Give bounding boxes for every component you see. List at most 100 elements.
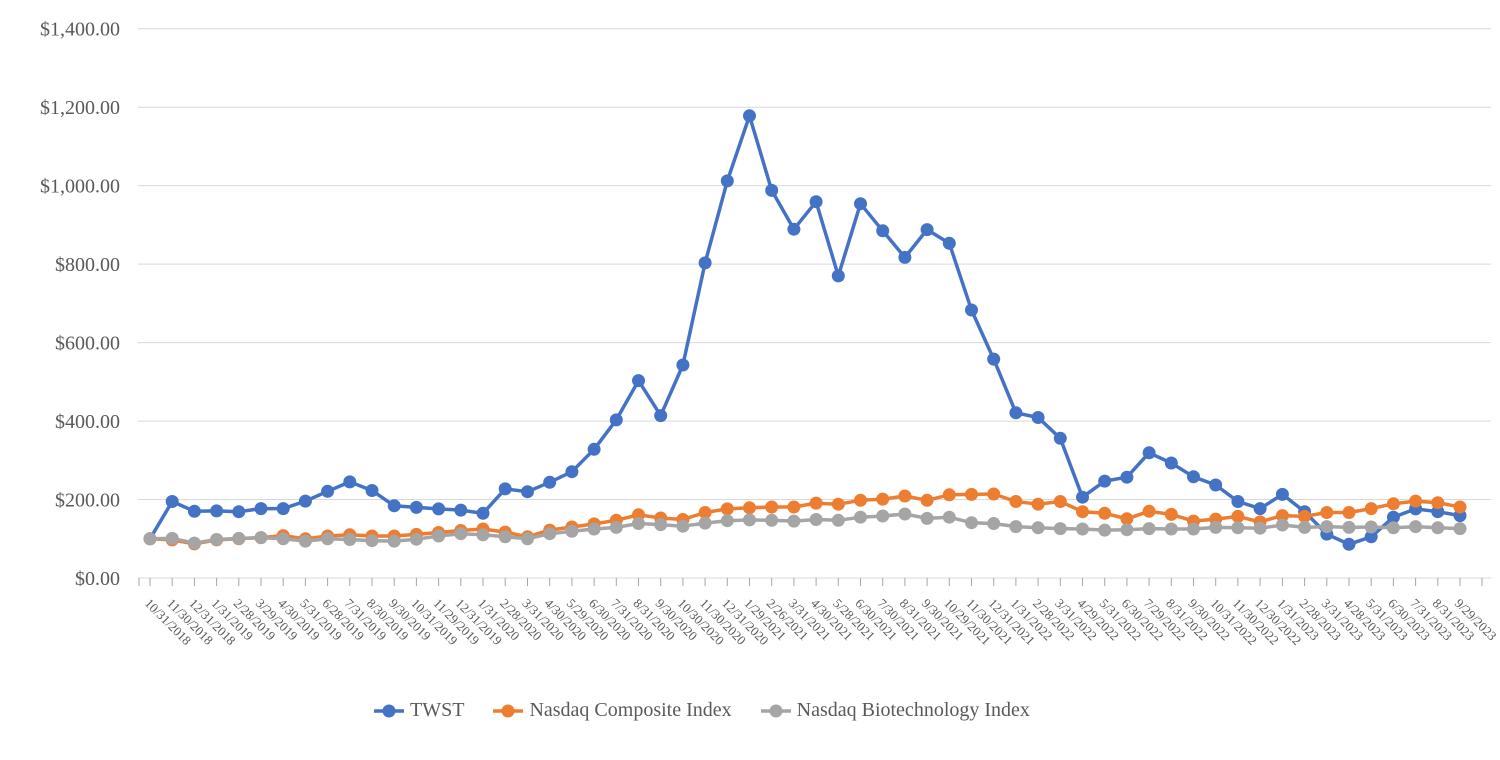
data-point-marker — [543, 527, 557, 541]
data-point-marker — [476, 506, 490, 520]
data-point-marker — [1253, 502, 1267, 516]
data-point-marker — [1320, 520, 1334, 534]
legend-item-twst: TWST — [373, 699, 464, 722]
data-point-marker — [1009, 520, 1023, 534]
data-point-marker — [521, 485, 534, 499]
data-point-marker — [187, 536, 201, 550]
data-point-marker — [632, 374, 645, 388]
data-point-marker — [565, 524, 579, 538]
x-axis-labels: 10/31/201811/30/201812/31/20181/31/20192… — [142, 596, 1500, 648]
y-axis-label: $1,400.00 — [40, 19, 120, 41]
data-point-marker — [854, 510, 867, 524]
data-point-marker — [743, 109, 756, 123]
data-point-marker — [809, 195, 823, 209]
data-point-marker — [210, 504, 224, 518]
legend-label-nasdaq-biotech: Nasdaq Biotechnology Index — [796, 699, 1030, 721]
twst-line-marker-icon — [374, 704, 404, 717]
data-point-marker — [1342, 506, 1356, 519]
y-axis-label: $400.00 — [55, 411, 120, 433]
data-point-marker — [321, 484, 335, 498]
data-point-marker — [698, 506, 712, 519]
data-point-marker — [787, 514, 801, 528]
data-point-marker — [920, 511, 934, 525]
data-point-marker — [165, 531, 179, 545]
data-point-marker — [787, 222, 801, 236]
data-point-marker — [1364, 520, 1378, 534]
data-point-marker — [365, 534, 379, 548]
legend-label-nasdaq-composite: Nasdaq Composite Index — [529, 699, 732, 721]
data-point-marker — [831, 497, 845, 511]
data-point-marker — [476, 528, 490, 542]
data-point-marker — [876, 492, 890, 506]
data-point-marker — [942, 488, 956, 502]
data-point-marker — [876, 224, 890, 238]
data-point-marker — [920, 223, 934, 237]
data-point-marker — [276, 502, 290, 516]
data-point-marker — [831, 269, 845, 283]
data-point-marker — [765, 500, 779, 514]
data-point-marker — [1275, 509, 1289, 523]
data-point-marker — [698, 256, 712, 270]
plot-area: $0.00 $200.00 $400.00 $600.00 $800.00 $1,000.… — [40, 19, 1500, 648]
legend-label-twst: TWST — [410, 699, 465, 721]
data-point-marker — [1009, 495, 1023, 508]
data-point-marker — [1187, 470, 1200, 484]
data-point-marker — [942, 510, 956, 524]
x-axis-ticks — [138, 578, 1483, 586]
data-point-marker — [454, 503, 468, 517]
data-point-marker — [1275, 487, 1289, 501]
data-point-marker — [676, 358, 690, 372]
data-point-marker — [1098, 506, 1112, 520]
data-point-marker — [1386, 521, 1400, 535]
data-point-marker — [743, 501, 756, 515]
data-point-marker — [1386, 497, 1400, 511]
data-point-marker — [1386, 510, 1400, 524]
data-point-marker — [1142, 504, 1156, 518]
data-point-marker — [1187, 522, 1200, 536]
data-point-marker — [965, 303, 978, 317]
data-point-marker — [143, 532, 157, 546]
data-point-marker — [432, 502, 446, 516]
series-group — [143, 109, 1467, 551]
data-point-marker — [1053, 522, 1067, 536]
data-point-marker — [787, 500, 801, 514]
y-axis-labels: $0.00 $200.00 $400.00 $600.00 $800.00 $1,000.… — [40, 19, 120, 590]
y-axis-label: $600.00 — [55, 333, 120, 355]
data-point-marker — [898, 489, 912, 503]
data-point-marker — [854, 493, 867, 507]
gridlines — [138, 28, 1491, 579]
data-point-marker — [1120, 512, 1134, 526]
data-point-marker — [587, 522, 601, 536]
data-point-marker — [165, 495, 179, 508]
data-point-marker — [232, 505, 246, 519]
data-point-marker — [1231, 521, 1245, 535]
data-point-marker — [743, 513, 756, 527]
data-point-marker — [387, 499, 401, 513]
data-point-marker — [876, 509, 890, 523]
data-point-marker — [1031, 497, 1045, 511]
data-point-marker — [898, 507, 912, 521]
data-point-marker — [1409, 520, 1423, 534]
data-point-marker — [920, 493, 934, 507]
data-point-marker — [942, 236, 956, 250]
data-point-marker — [432, 529, 446, 543]
chart-legend: TWST Nasdaq Composite Index Nasdaq Biote… — [373, 699, 1030, 722]
data-point-marker — [1364, 530, 1378, 544]
data-point-marker — [1231, 495, 1245, 508]
series-nasdaq-biotech — [143, 507, 1467, 550]
data-point-marker — [1298, 520, 1312, 534]
y-axis-label: $0.00 — [75, 568, 120, 590]
data-point-marker — [1053, 495, 1067, 508]
data-point-marker — [210, 533, 224, 546]
data-point-marker — [965, 516, 978, 530]
data-point-marker — [1275, 518, 1289, 532]
legend-item-nasdaq-composite: Nasdaq Composite Index — [492, 699, 732, 722]
data-point-marker — [498, 482, 512, 496]
data-point-marker — [1120, 523, 1134, 537]
data-point-marker — [321, 532, 335, 546]
data-point-marker — [365, 484, 379, 497]
data-point-marker — [1342, 537, 1356, 551]
data-point-marker — [587, 442, 601, 456]
data-point-marker — [298, 534, 312, 548]
